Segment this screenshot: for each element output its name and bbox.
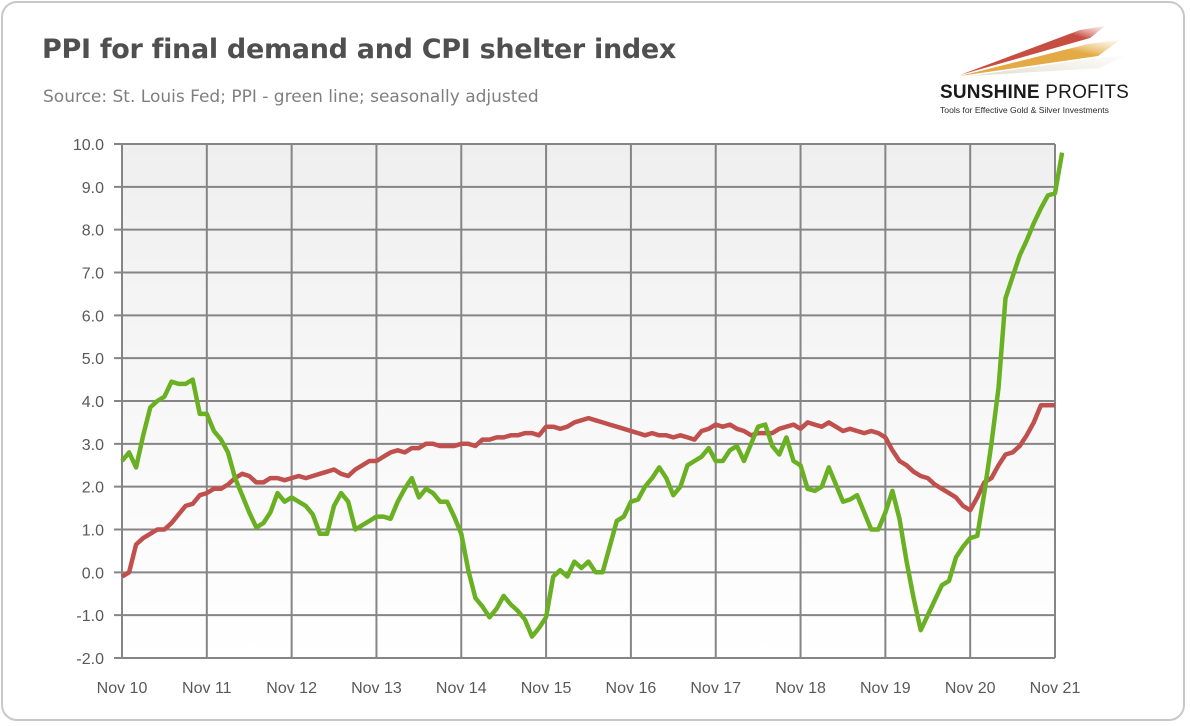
x-tick-label: Nov 13 — [351, 680, 402, 697]
y-tick-label: -1.0 — [76, 608, 104, 625]
x-tick-label: Nov 18 — [775, 680, 826, 697]
y-tick-label: 2.0 — [82, 480, 104, 497]
series-group — [120, 152, 1065, 639]
x-tick-label: Nov 20 — [945, 680, 996, 697]
y-axis-labels: 10.0 9.0 8.0 7.0 6.0 5.0 4.0 3.0 2.0 1.0 0.0 -1.0 -2… — [73, 137, 104, 668]
y-tick-label: 5.0 — [82, 351, 104, 368]
y-tick-label: 9.0 — [82, 180, 104, 197]
y-tick-label: 8.0 — [82, 223, 104, 240]
ppi-series-line — [120, 152, 1065, 639]
x-tick-label: Nov 10 — [97, 680, 148, 697]
x-tick-label: Nov 11 — [182, 680, 232, 697]
shelter-series-line — [120, 403, 1055, 579]
y-tick-label: 3.0 — [82, 437, 104, 454]
y-tick-label: 6.0 — [82, 308, 104, 325]
sunshine-profits-logo: SUNSHINE PROFITS Tools for Effective Gol… — [930, 20, 1170, 120]
chart-subtitle: Source: St. Louis Fed; PPI - green line;… — [43, 87, 539, 107]
x-tick-label: Nov 21 — [1030, 680, 1081, 697]
y-gridlines — [114, 143, 1055, 659]
y-tick-label: 7.0 — [82, 266, 104, 283]
logo-tagline: Tools for Effective Gold & Silver Invest… — [940, 105, 1109, 115]
x-tick-label: Nov 12 — [266, 680, 317, 697]
x-tick-label: Nov 17 — [690, 680, 741, 697]
y-tick-label: 4.0 — [82, 394, 104, 411]
x-gridlines — [121, 144, 1056, 658]
y-tick-label: -2.0 — [76, 651, 104, 668]
x-tick-label: Nov 16 — [606, 680, 657, 697]
chart-title: PPI for final demand and CPI shelter ind… — [42, 34, 677, 65]
x-axis-labels: Nov 10 Nov 11 Nov 12 Nov 13 Nov 14 Nov 15 Nov … — [97, 680, 1081, 697]
y-tick-label: 1.0 — [82, 523, 104, 540]
x-tick-label: Nov 14 — [436, 680, 487, 697]
logo-wordmark: SUNSHINE PROFITS — [940, 82, 1130, 103]
logo-rays-icon — [960, 26, 1125, 76]
x-tick-label: Nov 15 — [521, 680, 572, 697]
x-tick-label: Nov 19 — [860, 680, 911, 697]
y-tick-label: 0.0 — [82, 565, 104, 582]
y-tick-label: 10.0 — [73, 137, 104, 154]
